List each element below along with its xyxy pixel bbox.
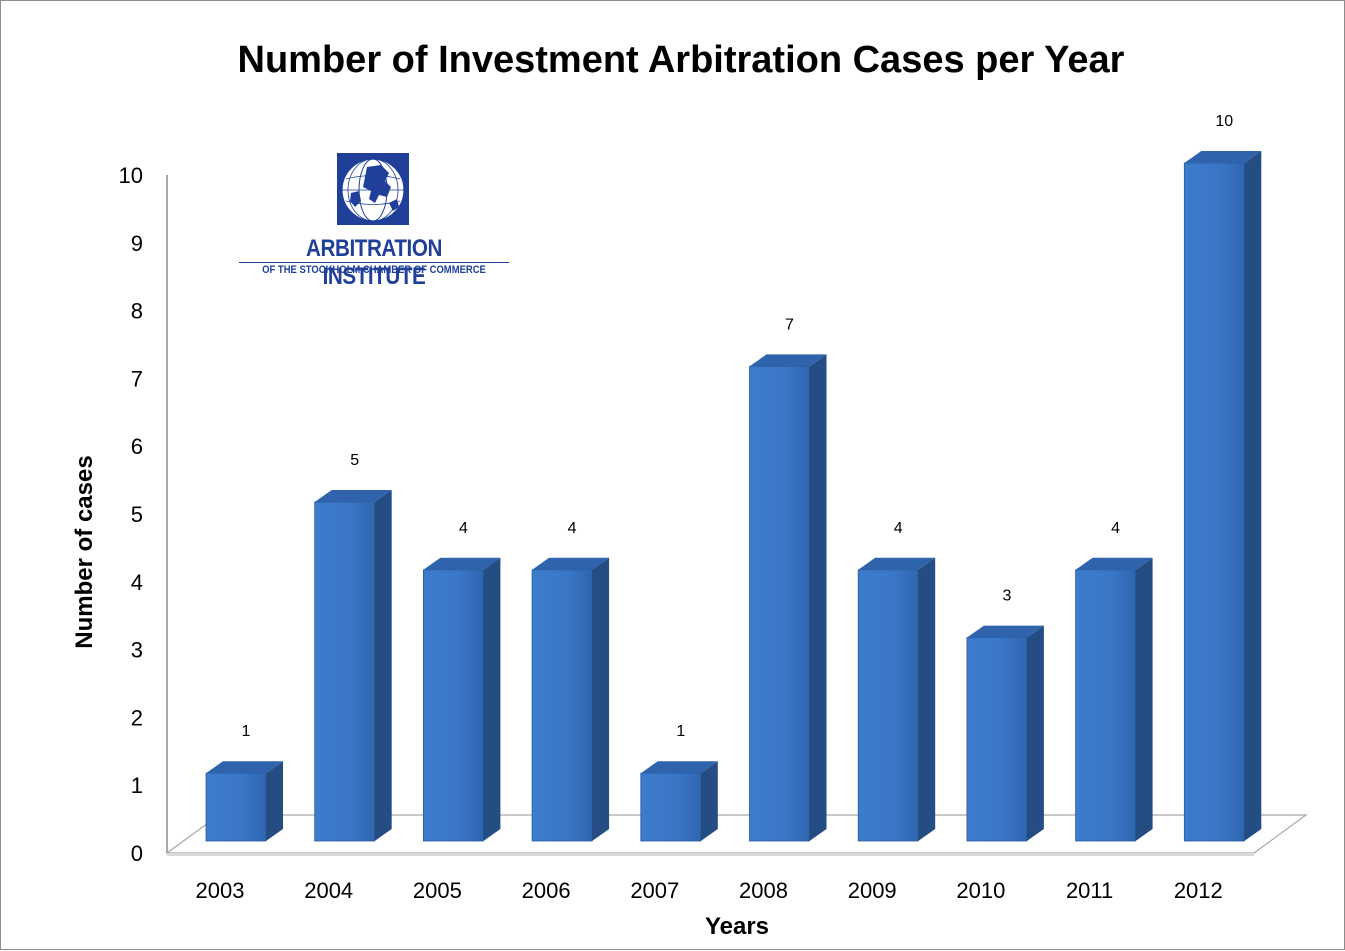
x-tick-label: 2003 [196,878,245,903]
bar-side [918,557,936,841]
bar-top [858,557,936,570]
y-tick-label: 6 [131,434,143,459]
bar-2010 [966,625,1044,842]
x-tick-label: 2011 [1066,878,1113,903]
bar-side [266,761,283,841]
x-axis-label: Years [704,913,770,940]
data-label: 10 [1215,113,1233,130]
y-tick-label: 4 [131,570,143,595]
bar-side [1135,557,1153,841]
data-label: 4 [1111,520,1120,537]
logo-subtitle: OF THE STOCKHOLM CHAMBER OF COMMERCE [262,264,486,276]
y-axis-label: Number of cases [71,455,98,649]
data-label: 4 [568,520,577,537]
x-tick-label: 2006 [522,878,571,903]
logo-rule [239,262,509,263]
x-tick-label: 2008 [739,878,788,903]
bar-side [1244,151,1262,841]
bar-side [592,557,610,841]
y-tick-label: 9 [131,231,143,256]
bar-top [314,490,392,502]
bar-side [700,761,718,841]
chart-title: Number of Investment Arbitration Cases p… [237,39,1125,81]
y-tick-label: 1 [131,773,143,798]
data-label: 1 [242,723,251,740]
x-tick-label: 2007 [630,878,679,903]
bar-front [422,569,484,842]
bar-front [1075,569,1136,842]
bar-side [483,557,501,841]
y-tick-label: 0 [131,841,143,866]
bar-2005 [422,557,501,842]
data-label: 7 [785,316,794,333]
bar-front [966,637,1028,842]
y-tick-label: 8 [131,299,143,324]
bar-2009 [857,557,936,842]
bar-front [1183,162,1245,842]
logo-name: ARBITRATION INSTITUTE [306,235,442,290]
y-tick-label: 3 [131,638,143,663]
data-label: 3 [1002,588,1011,605]
bar-2007 [640,761,718,842]
bar-top [749,354,827,367]
bar-front [531,569,593,842]
bar-side [809,354,827,841]
bar-top [640,761,718,774]
bar-2004 [314,490,392,842]
x-tick-label: 2010 [956,878,1005,903]
bar-front [640,772,702,842]
bar-front [857,569,919,842]
x-tick-label: 2012 [1174,878,1223,903]
data-label: 4 [894,520,903,537]
bar-top [1075,557,1153,570]
y-tick-label: 2 [131,705,143,730]
y-tick-label: 7 [131,366,143,391]
data-label: 4 [459,520,468,537]
x-tick-label: 2009 [848,878,897,903]
bar-side [374,490,392,841]
bar-top [532,557,610,570]
bar-front [314,501,376,842]
y-tick-label: 10 [119,163,143,188]
data-label: 5 [350,452,359,469]
bar-front [749,365,810,842]
bar-side [1026,625,1044,841]
globe-logo-icon [337,153,409,225]
x-tick-label: 2004 [304,878,353,903]
bar-top [1184,151,1262,163]
bar-2011 [1075,557,1153,842]
data-label: 1 [676,723,685,740]
bar-top [966,625,1044,638]
bar-2008 [749,354,827,842]
bar-front [205,772,267,842]
bar-top [206,761,283,774]
bar-top [423,557,501,570]
chart-floor-edge [167,853,1254,856]
arbitration-institute-logo: ARBITRATION INSTITUTE OF THE STOCKHOLM C… [233,153,515,290]
x-tick-label: 2005 [413,878,462,903]
bar-2012 [1183,151,1262,842]
bar-2003 [205,761,283,842]
bar-2006 [531,557,610,842]
y-tick-label: 5 [131,502,143,527]
